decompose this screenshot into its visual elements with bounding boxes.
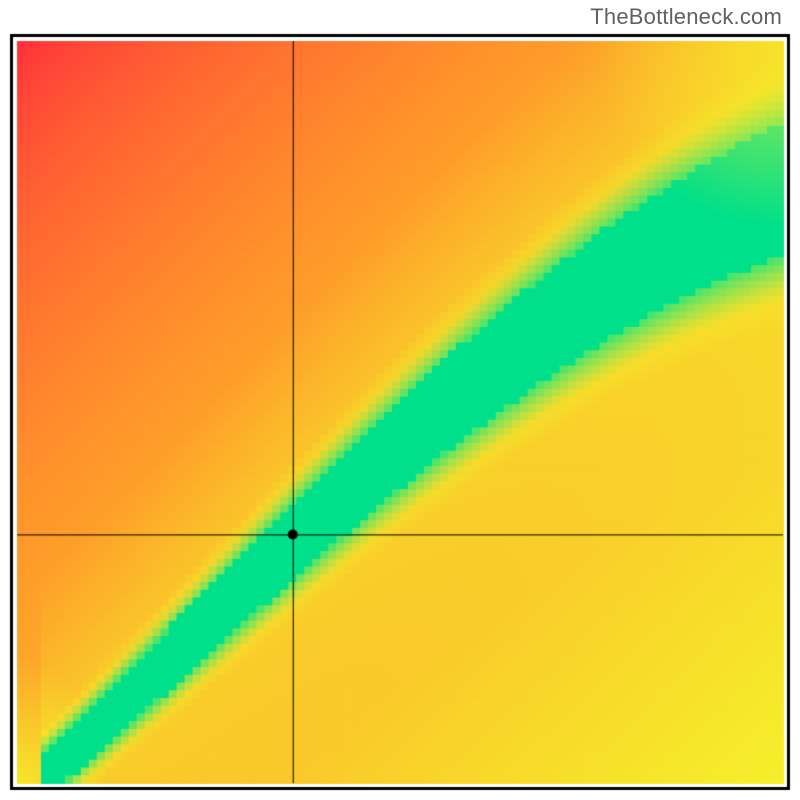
chart-container: TheBottleneck.com [0,0,800,800]
heatmap-canvas [0,0,800,800]
watermark-text: TheBottleneck.com [590,4,782,30]
